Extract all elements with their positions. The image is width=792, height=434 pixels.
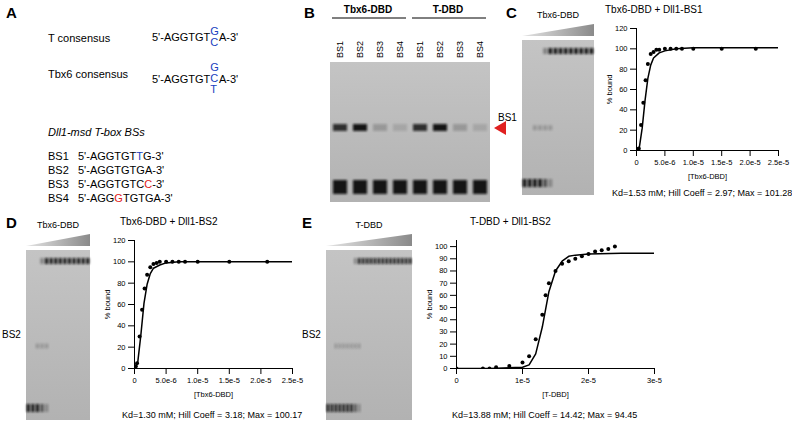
svg-text:BS3: BS3	[375, 41, 385, 58]
svg-text:80: 80	[117, 279, 125, 288]
svg-text:0: 0	[634, 158, 638, 167]
html-text:T consensus: T consensus	[48, 32, 111, 44]
svg-text:BS1: BS1	[415, 41, 425, 58]
html-text:Tbx6-DBD: Tbx6-DBD	[537, 10, 579, 20]
html-text:BS1: BS1	[498, 111, 517, 123]
svg-text:BS1: BS1	[335, 41, 345, 58]
svg-text:BS2: BS2	[435, 41, 445, 58]
html-text:5'-AGGTGT: 5'-AGGTGT	[152, 72, 211, 85]
html-text:C: C	[210, 72, 219, 84]
svg-text:0: 0	[623, 146, 627, 155]
html-text:BS2: BS2	[48, 164, 69, 176]
svg-text:20: 20	[619, 126, 627, 135]
svg-text:60: 60	[117, 300, 125, 309]
svg-text:70: 70	[439, 279, 447, 288]
svg-text:0: 0	[454, 376, 458, 385]
html-text:BS2: BS2	[302, 329, 321, 340]
html-text:Dll1-msd T-box BSs: Dll1-msd T-box BSs	[48, 126, 145, 138]
html-text:5'-AGGTGTG: 5'-AGGTGTG	[152, 25, 219, 43]
svg-text:[Tbx6-DBD]: [Tbx6-DBD]	[194, 390, 233, 399]
svg-text:80: 80	[439, 266, 447, 275]
svg-text:90: 90	[439, 254, 447, 263]
svg-text:20: 20	[117, 343, 125, 352]
svg-text:5.0e-6: 5.0e-6	[155, 376, 176, 385]
svg-text:% bound: % bound	[425, 290, 434, 320]
html-text:Tbx6-DBD: Tbx6-DBD	[37, 220, 79, 230]
html-text:Tbx6-DBD + Dll1-BS2: Tbx6-DBD + Dll1-BS2	[120, 216, 218, 227]
svg-text:% bound: % bound	[103, 290, 112, 320]
html-text:5'-AGGTGTGA-3': 5'-AGGTGTGA-3'	[78, 164, 165, 176]
svg-text:1.5e-5: 1.5e-5	[711, 158, 732, 167]
svg-text:100: 100	[435, 242, 448, 251]
html-text:Tbx6-DBD: Tbx6-DBD	[343, 4, 393, 15]
html-text:T: T	[210, 83, 218, 95]
svg-text:1.0e-5: 1.0e-5	[187, 376, 208, 385]
svg-text:100: 100	[615, 44, 628, 53]
svg-text:2.0e-5: 2.0e-5	[739, 158, 760, 167]
svg-text:5.0e-6: 5.0e-6	[654, 158, 675, 167]
svg-text:1.5e-5: 1.5e-5	[219, 376, 240, 385]
svg-text:BS3: BS3	[455, 41, 465, 58]
html-text:Kd=1.30 mM; Hill Coeff = 3.18;: Kd=1.30 mM; Hill Coeff = 3.18; Max = 100…	[122, 410, 303, 420]
html-text:T-DBD: T-DBD	[355, 220, 383, 230]
svg-text:[Tbx6-DBD]: [Tbx6-DBD]	[688, 172, 727, 181]
html-text:Tbx6 consensus: Tbx6 consensus	[48, 68, 129, 80]
svg-text:BS4: BS4	[475, 41, 485, 58]
svg-text:1e-5: 1e-5	[515, 376, 530, 385]
svg-text:40: 40	[439, 315, 447, 324]
svg-text:0: 0	[132, 376, 136, 385]
svg-text:120: 120	[615, 24, 628, 33]
svg-text:2.5e-5: 2.5e-5	[768, 158, 789, 167]
svg-text:2e-5: 2e-5	[581, 376, 596, 385]
html-text:BS4: BS4	[48, 192, 69, 204]
svg-text:% bound: % bound	[605, 75, 614, 105]
svg-text:30: 30	[439, 327, 447, 336]
svg-text:1.0e-5: 1.0e-5	[683, 158, 704, 167]
svg-text:2.0e-5: 2.0e-5	[250, 376, 271, 385]
svg-text:60: 60	[439, 291, 447, 300]
svg-text:120: 120	[113, 236, 126, 245]
svg-text:BS2: BS2	[355, 41, 365, 58]
svg-text:40: 40	[117, 321, 125, 330]
html-text:C: C	[506, 4, 517, 21]
html-text:T-DBD: T-DBD	[432, 4, 464, 15]
svg-text:BS4: BS4	[395, 41, 405, 58]
svg-text:100: 100	[113, 257, 126, 266]
html-text:Kd=1.53 mM; Hill Coeff = 2.97;: Kd=1.53 mM; Hill Coeff = 2.97; Max = 101…	[612, 188, 792, 198]
svg-text:60: 60	[619, 85, 627, 94]
svg-text:2.5e-5: 2.5e-5	[282, 376, 303, 385]
html-text:G: G	[210, 61, 219, 73]
html-text:CA-3': CA-3'	[210, 31, 239, 48]
html-text:A: A	[6, 4, 17, 21]
svg-text:0: 0	[121, 364, 125, 373]
svg-text:[T-DBD]: [T-DBD]	[542, 390, 569, 399]
html-text:BS2: BS2	[2, 329, 21, 340]
html-text:BS3: BS3	[48, 178, 69, 190]
svg-text:10: 10	[439, 352, 447, 361]
html-text:5'-AGG G TGTGA-3': 5'-AGG G TGTGA-3'	[78, 192, 173, 204]
html-text:E: E	[302, 214, 312, 231]
html-text:5'-AGGTGT T G-3': 5'-AGGTGT T G-3'	[78, 150, 164, 162]
svg-text:40: 40	[619, 105, 627, 114]
html-text:Kd=13.88 mM; Hill Coeff = 14.4: Kd=13.88 mM; Hill Coeff = 14.42; Max = 9…	[452, 410, 638, 420]
html-text:Tbx6-DBD + Dll1-BS1: Tbx6-DBD + Dll1-BS1	[605, 4, 703, 15]
html-text:BS1: BS1	[48, 150, 69, 162]
svg-text:3e-5: 3e-5	[647, 376, 662, 385]
html-text:D: D	[6, 214, 17, 231]
html-text:T-DBD + Dll1-BS2: T-DBD + Dll1-BS2	[470, 216, 551, 227]
svg-text:0: 0	[443, 364, 447, 373]
svg-text:80: 80	[619, 65, 627, 74]
svg-text:50: 50	[439, 303, 447, 312]
html-text:B: B	[304, 4, 315, 21]
svg-text:20: 20	[439, 340, 447, 349]
html-text:A-3': A-3'	[218, 72, 239, 85]
html-text:5'-AGGTGTC C -3': 5'-AGGTGTC C -3'	[78, 178, 165, 190]
